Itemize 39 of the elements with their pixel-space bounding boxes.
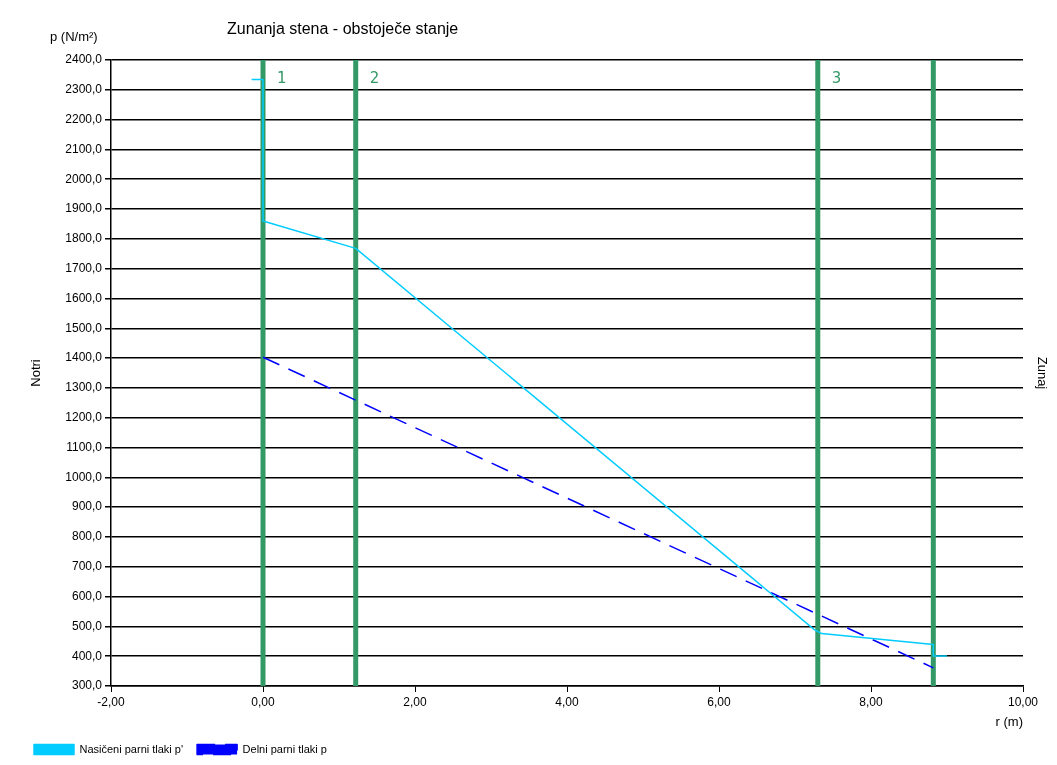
- annotation: 3: [831, 69, 842, 88]
- legend-label: Delni parni tlaki p: [242, 742, 327, 755]
- text: Notri: [27, 359, 43, 387]
- y-tick-label: 400,0: [71, 648, 103, 663]
- y-tick-label: 2300,0: [65, 82, 103, 97]
- y-tick-label: 2000,0: [65, 171, 103, 186]
- x-tick-label: 10,00: [1007, 694, 1039, 709]
- x-tick-label: -2,00: [97, 694, 125, 709]
- y-tick-label: 2100,0: [65, 141, 103, 156]
- y-tick-label: 1300,0: [65, 380, 103, 395]
- y-tick-label: 1800,0: [65, 231, 103, 246]
- y-tick-label: 600,0: [71, 588, 103, 603]
- x-tick-label: 2,00: [403, 694, 427, 709]
- y-tick-label: 2200,0: [65, 111, 103, 126]
- y-tick-label: 1000,0: [65, 469, 103, 484]
- annotation: 2: [369, 69, 380, 88]
- chart-title: Zunanja stena - obstoječe stanje: [227, 20, 459, 38]
- legend-label: Nasičeni parni tlaki p': [79, 742, 184, 755]
- y-tick-label: 800,0: [71, 529, 103, 544]
- x-tick-label: 8,00: [859, 694, 883, 709]
- text: Zunaj: [1035, 356, 1051, 390]
- y-tick-label: 1600,0: [65, 290, 103, 305]
- y-tick-label: 500,0: [71, 618, 103, 633]
- y-tick-label: 900,0: [71, 499, 103, 514]
- y-tick-label: 1200,0: [65, 410, 103, 425]
- y-tick-label: 1100,0: [66, 439, 103, 454]
- annotation: 1: [277, 69, 287, 88]
- y-tick-label: 1400,0: [65, 350, 103, 365]
- x-axis-title: r (m): [995, 713, 1023, 729]
- x-tick-label: 0,00: [251, 694, 275, 709]
- y-tick-label: 300,0: [71, 678, 103, 693]
- x-tick-label: 6,00: [707, 694, 731, 709]
- y-tick-label: 2400,0: [65, 52, 103, 67]
- y-tick-label: 700,0: [71, 559, 103, 574]
- y-tick-label: 1700,0: [65, 260, 103, 275]
- y-axis-title: p (N/m²): [50, 28, 98, 44]
- y-tick-label: 1900,0: [65, 201, 103, 216]
- x-tick-label: 4,00: [555, 694, 579, 709]
- y-tick-label: 1500,0: [65, 320, 103, 335]
